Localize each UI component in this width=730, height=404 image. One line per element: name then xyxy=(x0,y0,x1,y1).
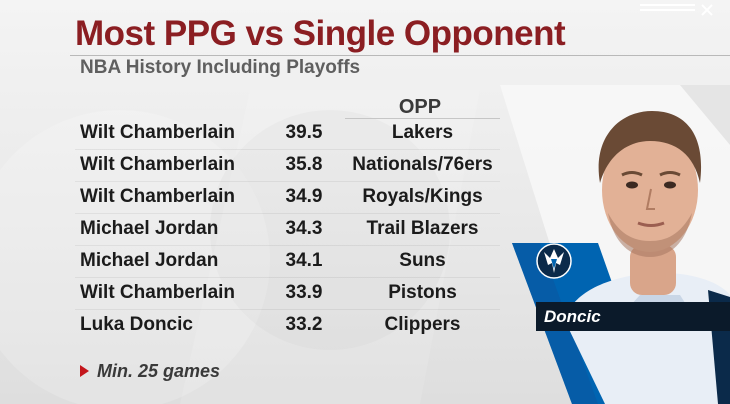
ppg-value: 34.9 xyxy=(285,186,323,207)
row-divider xyxy=(75,245,500,246)
player-name: Wilt Chamberlain xyxy=(80,122,236,143)
table-row: Wilt Chamberlain 39.5 Lakers xyxy=(0,117,520,150)
row-divider xyxy=(75,309,500,310)
ppg-value: 34.3 xyxy=(285,218,323,239)
page-title: Most PPG vs Single Opponent xyxy=(75,14,566,53)
title-divider xyxy=(70,55,730,56)
opponent-name: Pistons xyxy=(388,282,457,303)
player-name: Luka Doncic xyxy=(80,314,193,335)
player-name-label: Doncic xyxy=(544,307,601,326)
player-name: Wilt Chamberlain xyxy=(80,282,236,303)
opponent-name: Trail Blazers xyxy=(366,218,479,239)
opp-header-divider xyxy=(345,118,500,119)
player-brow-left xyxy=(621,171,643,177)
player-hair xyxy=(598,111,702,183)
player-name-bar: Doncic xyxy=(536,302,730,331)
opponent-name: Lakers xyxy=(391,122,454,143)
opponent-name: Royals/Kings xyxy=(362,186,483,207)
row-divider xyxy=(75,277,500,278)
ppg-value: 39.5 xyxy=(285,122,323,143)
ppg-value: 35.8 xyxy=(285,154,323,175)
player-eye-right xyxy=(664,181,676,189)
player-brow-right xyxy=(659,171,681,177)
mavericks-logo-icon xyxy=(536,243,572,279)
footnote-text: Min. 25 games xyxy=(97,360,221,381)
player-mouth xyxy=(637,221,665,227)
player-card xyxy=(500,85,730,404)
table-row: Luka Doncic 33.2 Clippers xyxy=(0,309,520,341)
triangle-bullet-icon xyxy=(80,365,89,377)
player-name: Wilt Chamberlain xyxy=(80,154,236,175)
opponent-name: Clippers xyxy=(384,314,461,335)
ppg-value: 33.9 xyxy=(285,282,323,303)
card-corner-shade xyxy=(632,85,730,145)
table-row: Michael Jordan 34.3 Trail Blazers xyxy=(0,213,520,246)
table-row: Michael Jordan 34.1 Suns xyxy=(0,245,520,278)
table-row: Wilt Chamberlain 35.8 Nationals/76ers xyxy=(0,149,520,182)
page-subtitle: NBA History Including Playoffs xyxy=(80,57,361,78)
player-neck xyxy=(630,245,676,295)
ppg-value: 34.1 xyxy=(285,250,323,271)
player-eye-left xyxy=(626,181,638,189)
player-nose xyxy=(645,188,655,210)
player-beard xyxy=(608,213,692,257)
footnote: Min. 25 games xyxy=(80,358,220,384)
opp-column-header: OPP xyxy=(398,96,442,118)
ppg-value: 33.2 xyxy=(285,314,323,335)
row-divider xyxy=(75,181,500,182)
opponent-name: Suns xyxy=(399,250,446,271)
player-name: Michael Jordan xyxy=(80,250,219,271)
opponent-name: Nationals/76ers xyxy=(352,154,493,175)
broadcast-lines-graphic xyxy=(640,4,695,16)
row-divider xyxy=(75,213,500,214)
close-icon xyxy=(701,4,713,16)
table-row: Wilt Chamberlain 33.9 Pistons xyxy=(0,277,520,310)
player-name: Wilt Chamberlain xyxy=(80,186,236,207)
row-divider xyxy=(75,149,500,150)
table-row: Wilt Chamberlain 34.9 Royals/Kings xyxy=(0,181,520,214)
player-name: Michael Jordan xyxy=(80,218,219,239)
